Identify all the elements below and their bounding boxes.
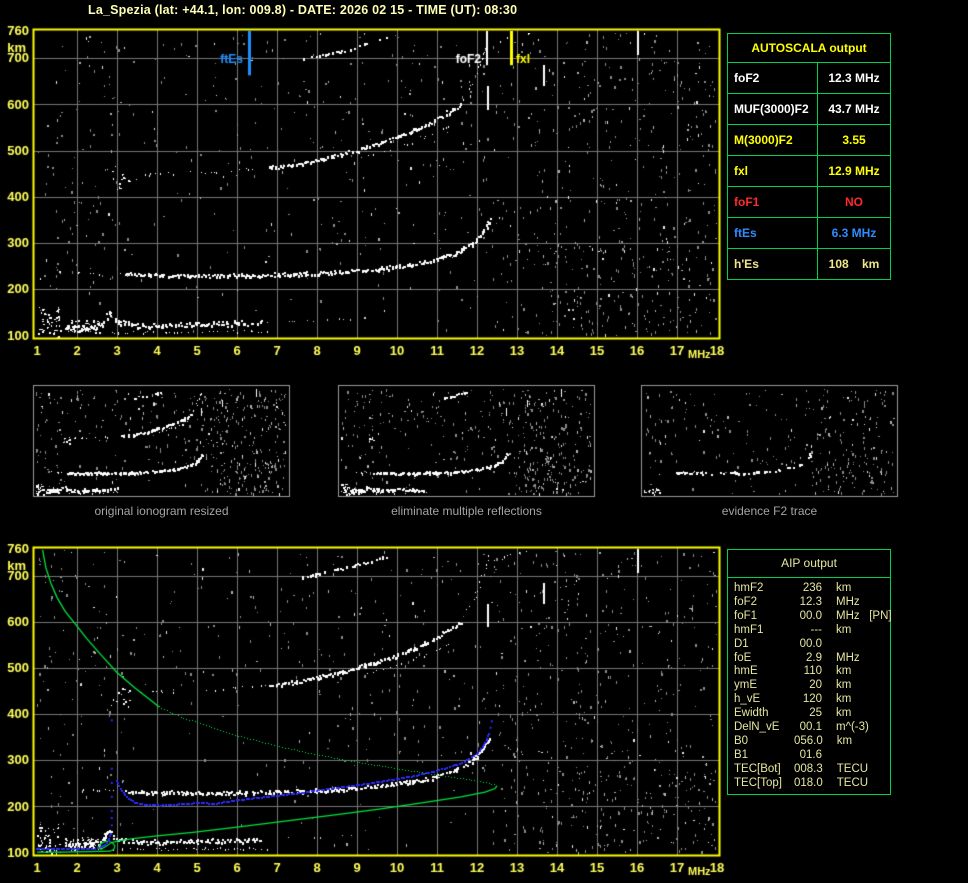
autoscala-row-fof2: foF2 12.3 MHz <box>728 63 890 94</box>
aip-row-fof1: foF1 00.0 MHz [PN] <box>734 609 892 624</box>
aip-row-value: 056.0 <box>794 734 823 747</box>
aip-row-hve: h_vE 120 km <box>734 693 890 707</box>
aip-row-b1: B1 01.6 <box>734 749 890 763</box>
aip-row-tecbot: TEC[Bot] 008.3 TECU <box>734 763 890 777</box>
autoscala-row-label: M(3000)F2 <box>728 125 818 155</box>
autoscala-row-value: NO <box>845 195 863 209</box>
aip-row-label: hmF2 <box>734 582 764 594</box>
thumbnail-caption-evidence: evidence F2 trace <box>721 504 818 518</box>
aip-row-label: DelN_vE <box>734 721 780 734</box>
aip-row-label: ymE <box>734 679 757 692</box>
aip-row-foe: foE 2.9 MHz <box>734 652 890 666</box>
aip-row-yme: ymE 20 km <box>734 679 890 693</box>
aip-row-unit: km <box>836 582 852 594</box>
autoscala-row-fof1: foF1 NO <box>728 187 890 218</box>
autoscala-row-hes: h'Es 108 km <box>728 249 890 279</box>
aip-row-label: TEC[Top] <box>734 776 782 789</box>
aip-row-d1: D1 00.0 <box>734 638 890 652</box>
aip-row-unit: TECU <box>836 776 869 789</box>
aip-row-label: Ewidth <box>734 707 769 720</box>
aip-row-value: 00.0 <box>799 637 822 650</box>
autoscala-row-value: 108 km <box>828 257 880 271</box>
autoscala-row-label: fxl <box>728 156 818 186</box>
autoscala-row-muf3000f2: MUF(3000)F2 43.7 MHz <box>728 94 890 125</box>
aip-row-unit: MHz <box>836 651 860 664</box>
aip-row-label: foF1 <box>734 609 758 622</box>
autoscala-row-label: foF1 <box>728 187 818 217</box>
aip-row-b0: B0 056.0 km <box>734 735 890 749</box>
aip-row-label: foE <box>734 651 752 664</box>
aip-row-label: hmF1 <box>734 623 764 636</box>
aip-row-label: B0 <box>734 734 749 747</box>
autoscala-row-value: 12.9 MHz <box>828 164 880 178</box>
aip-row-unit: km <box>836 665 852 678</box>
aip-row-unit: m^(-3) <box>836 721 869 734</box>
aip-row-value: 110 <box>803 665 822 678</box>
aip-row-label: TEC[Bot] <box>734 762 781 775</box>
autoscala-row-value: 6.3 MHz <box>831 226 877 240</box>
aip-row-label: h_vE <box>734 693 761 706</box>
aip-row-fof2: foF2 12.3 MHz <box>734 596 890 610</box>
aip-row-unit: km <box>836 707 852 720</box>
aip-row-hmf2: hmF2 236 km <box>734 582 890 596</box>
aip-row-value: 00.1 <box>799 721 822 734</box>
autoscala-output-table: AUTOSCALA output foF2 12.3 MHz MUF(3000)F2… <box>727 33 891 280</box>
aip-row-value: 008.3 <box>794 762 823 775</box>
aip-row-value: 25 <box>809 707 822 720</box>
aip-row-ewidth: Ewidth 25 km <box>734 707 890 721</box>
aip-row-hmf1: hmF1 --- km <box>734 624 890 638</box>
aip-row-label: B1 <box>734 748 749 761</box>
aip-table-body: hmF2 236 km foF2 12.3 MHz foF1 00.0 MHz [PN] hmF1… <box>728 578 892 791</box>
aip-row-value: 120 <box>802 693 822 706</box>
aip-row-unit <box>822 638 836 652</box>
aip-row-unit: MHz <box>836 595 860 608</box>
autoscala-row-label: MUF(3000)F2 <box>728 94 818 124</box>
aip-row-tectop: TEC[Top] 018.0 TECU <box>734 777 890 791</box>
autoscala-row-ftes: ftEs 6.3 MHz <box>728 218 890 249</box>
aip-row-hme: hmE 110 km <box>734 665 890 679</box>
aip-row-value: 00.0 <box>799 609 822 622</box>
aip-row-value: 2.9 <box>806 651 822 664</box>
page-title: La_Spezia (lat: +44.1, lon: 009.8) - DAT… <box>88 3 518 17</box>
autoscala-row-m3000f2: M(3000)F2 3.55 <box>728 125 890 156</box>
autoscala-row-value: 12.3 MHz <box>828 71 880 85</box>
aip-row-value: 20 <box>809 679 822 692</box>
aip-row-value: 018.0 <box>794 776 823 789</box>
autoscala-row-label: ftEs <box>728 218 818 248</box>
aip-row-unit: km <box>836 679 852 692</box>
autoscala-row-label: foF2 <box>728 63 818 93</box>
aip-row-unit: TECU <box>836 762 869 775</box>
aip-row-unit <box>822 749 836 763</box>
thumbnail-caption-eliminate: eliminate multiple reflections <box>391 504 542 518</box>
aip-row-unit: km <box>836 693 852 706</box>
aip-row-label: foF2 <box>734 595 758 608</box>
aip-row-value: 12.3 <box>799 595 822 608</box>
aip-row-value: 236 <box>802 582 822 594</box>
thumbnail-caption-original: original ionogram resized <box>94 504 229 518</box>
aip-row-unit: km <box>836 734 853 747</box>
aip-row-label: D1 <box>734 637 749 650</box>
autoscala-row-value: 3.55 <box>842 133 866 147</box>
aip-row-value: --- <box>810 623 823 636</box>
aip-table-header: AIP output <box>728 550 890 578</box>
aip-row-value: 01.6 <box>799 748 822 761</box>
autoscala-row-fxl: fxl 12.9 MHz <box>728 156 890 187</box>
autoscala-row-value: 43.7 MHz <box>828 102 880 116</box>
autoscala-row-label: h'Es <box>728 249 818 279</box>
aip-row-unit: km <box>836 623 852 636</box>
aip-output-table: AIP output hmF2 236 km foF2 12.3 MHz foF1 00.0 M… <box>727 549 892 795</box>
aip-row-delnve: DelN_vE 00.1 m^(-3) <box>734 721 890 735</box>
aip-row-unit: MHz [PN] <box>836 609 892 622</box>
autoscala-table-header: AUTOSCALA output <box>728 34 890 63</box>
aip-row-label: hmE <box>734 665 758 678</box>
